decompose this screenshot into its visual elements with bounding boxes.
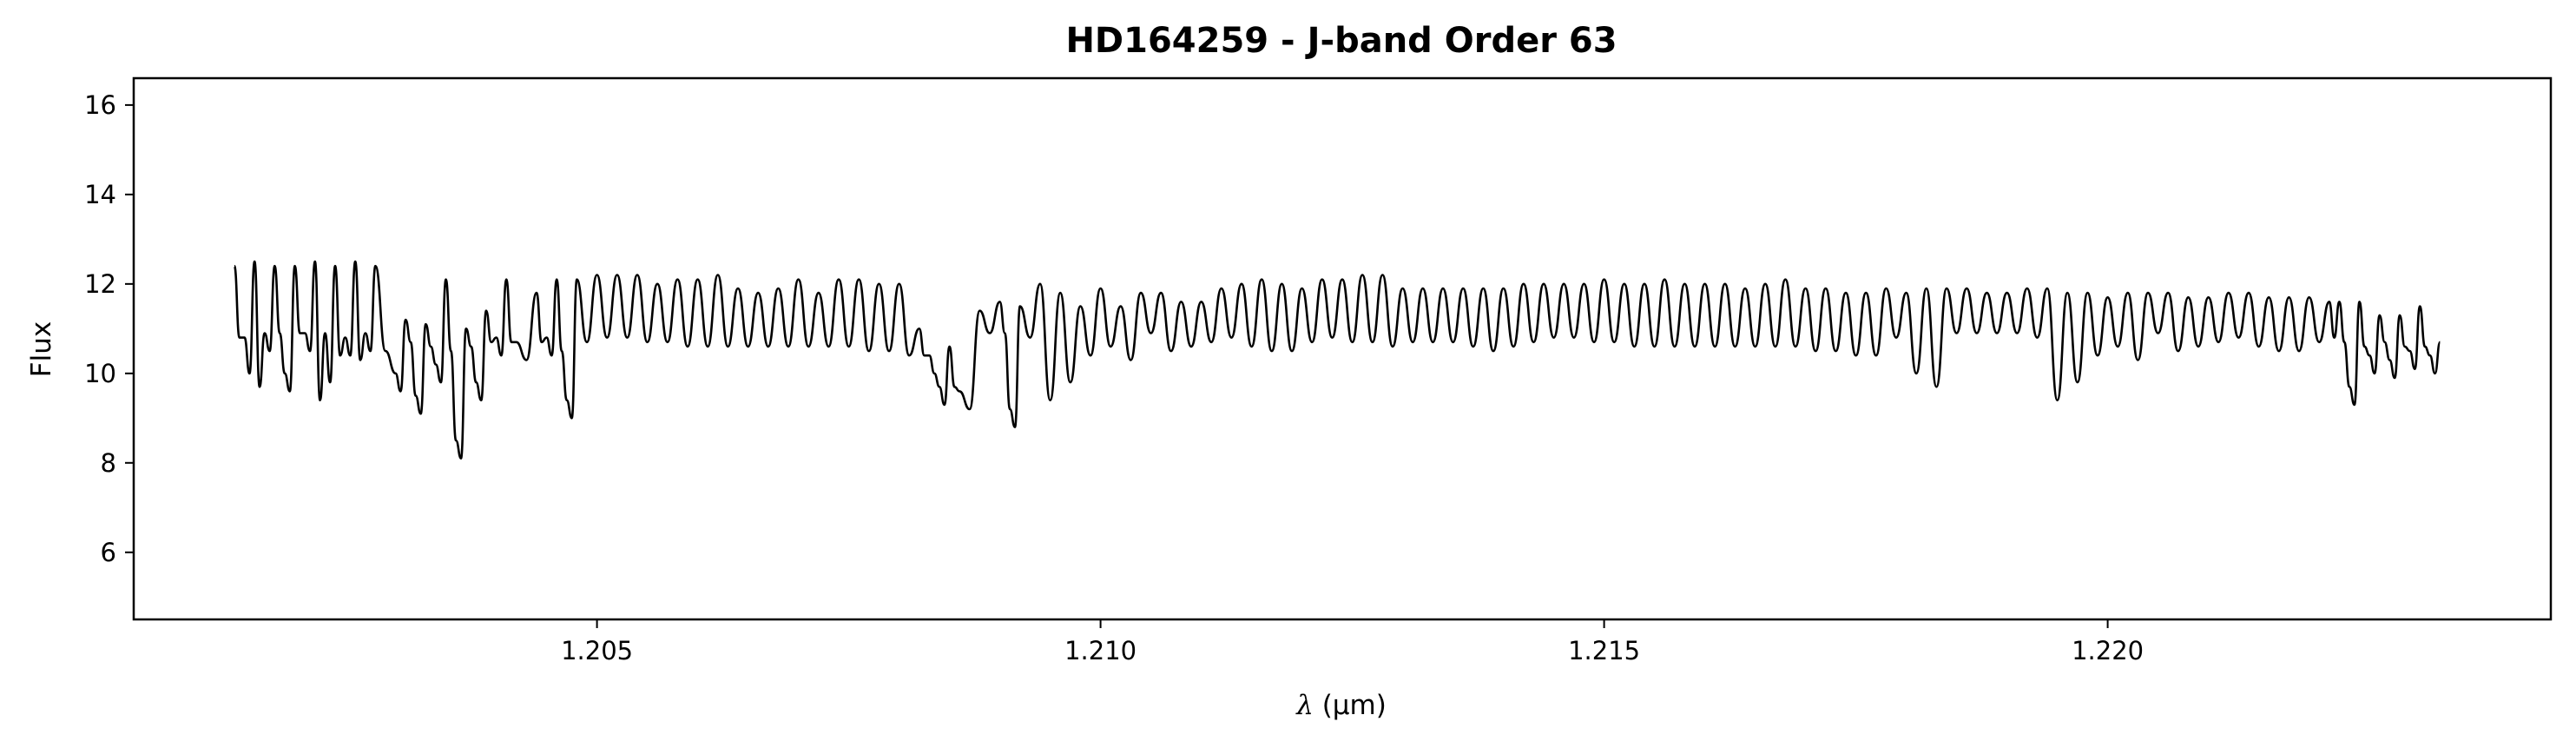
y-tick-label: 14 <box>84 180 116 209</box>
x-tick-label: 1.215 <box>1568 636 1640 665</box>
x-tick-label: 1.205 <box>561 636 633 665</box>
x-tick-label: 1.210 <box>1064 636 1136 665</box>
y-axis-label: Flux <box>26 321 57 377</box>
flux-spectrum-line <box>233 260 2441 460</box>
plot-area <box>132 76 2553 621</box>
plot-frame <box>132 76 2553 621</box>
y-tick-label: 16 <box>84 90 116 120</box>
y-tick-label: 8 <box>101 448 116 478</box>
series-layer <box>233 260 2441 460</box>
chart-title: HD164259 - J-band Order 63 <box>1065 21 1617 61</box>
y-tick-label: 10 <box>84 359 116 388</box>
x-axis-label-unit: (μm) <box>1322 690 1387 721</box>
x-axis-label-symbol: λ <box>1295 690 1314 721</box>
x-axis: 1.205 1.210 1.215 1.220 <box>561 619 2144 665</box>
y-axis: 6 8 10 12 14 16 <box>84 90 134 567</box>
x-tick-label: 1.220 <box>2072 636 2144 665</box>
y-tick-label: 12 <box>84 269 116 299</box>
x-axis-label: λ (μm) <box>1295 690 1387 721</box>
y-tick-label: 6 <box>101 538 116 567</box>
